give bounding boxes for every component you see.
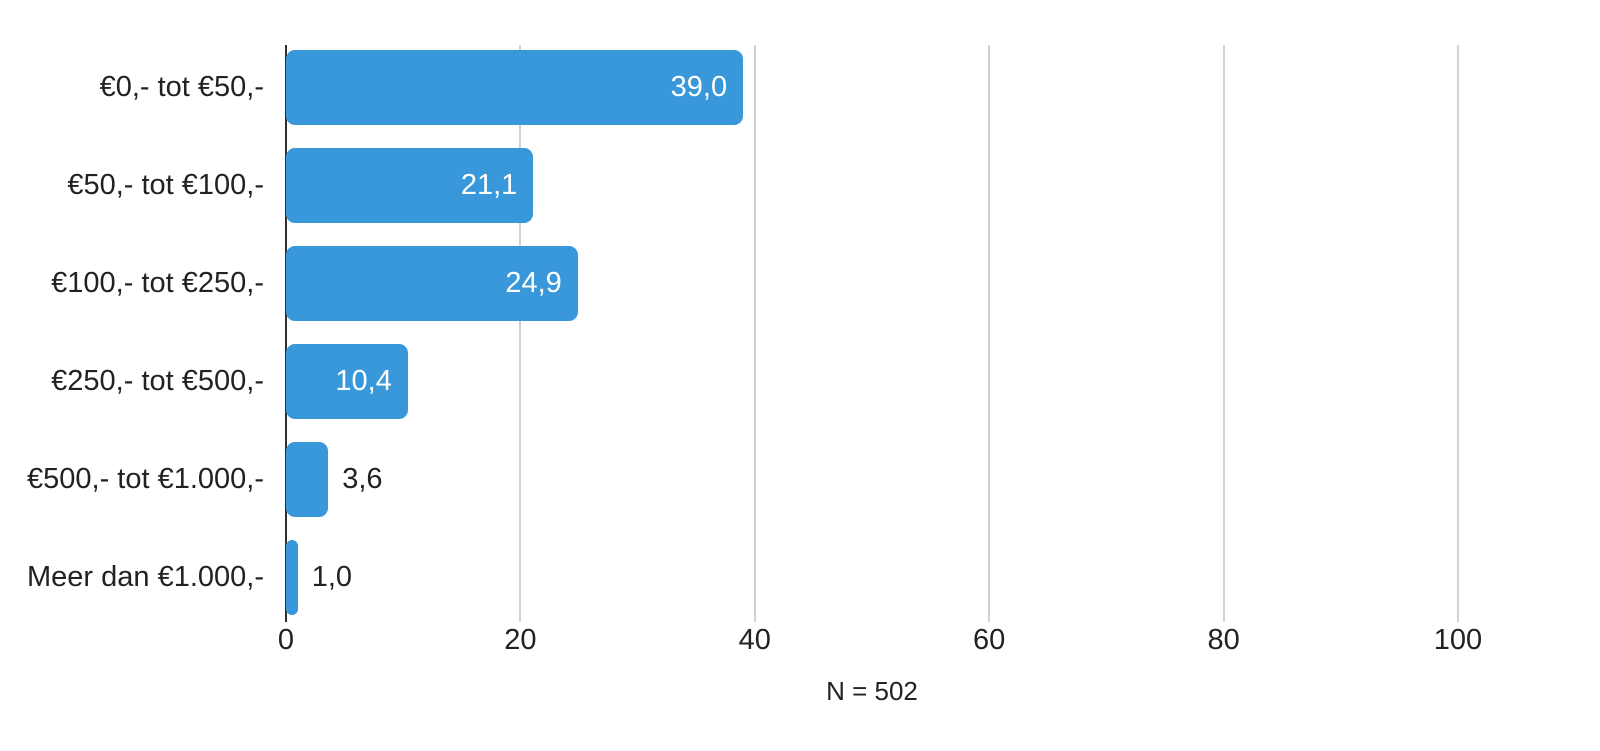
bar: 10,4 <box>286 344 408 419</box>
bar-value-label: 21,1 <box>460 169 518 201</box>
category-label: €50,- tot €100,- <box>67 169 264 201</box>
sample-size-note: N = 502 <box>826 676 918 706</box>
bar: 24,9 <box>286 246 578 321</box>
category-label: Meer dan €1.000,- <box>27 561 264 593</box>
x-tick-label: 0 <box>277 624 295 656</box>
bar-value-label: 1,0 <box>311 561 353 593</box>
bar-value-label: 39,0 <box>670 71 728 103</box>
gridline <box>988 45 991 622</box>
category-label: €100,- tot €250,- <box>51 267 264 299</box>
bar: 21,1 <box>286 148 534 223</box>
x-tick-label: 60 <box>973 624 1006 656</box>
x-tick-label: 100 <box>1433 624 1483 656</box>
category-label: €0,- tot €50,- <box>99 71 264 103</box>
bar <box>286 442 329 517</box>
plot-area: 39,0 21,1 24,9 10,4 3,6 1,0 <box>285 45 1466 622</box>
gridline <box>753 45 756 622</box>
gridline <box>1457 45 1459 622</box>
bar-value-label: 3,6 <box>342 463 383 495</box>
gridline <box>1222 45 1225 622</box>
bar: 39,0 <box>286 50 744 125</box>
x-tick-label: 20 <box>504 624 537 656</box>
bar <box>286 540 298 615</box>
gridline <box>519 45 522 622</box>
x-tick-label: 40 <box>738 624 771 656</box>
bar-value-label: 10,4 <box>335 365 392 397</box>
y-axis-line <box>285 45 287 622</box>
x-tick-label: 80 <box>1207 624 1240 656</box>
category-label: €500,- tot €1.000,- <box>27 463 264 495</box>
category-label: €250,- tot €500,- <box>51 365 264 397</box>
bar-value-label: 24,9 <box>505 267 562 299</box>
